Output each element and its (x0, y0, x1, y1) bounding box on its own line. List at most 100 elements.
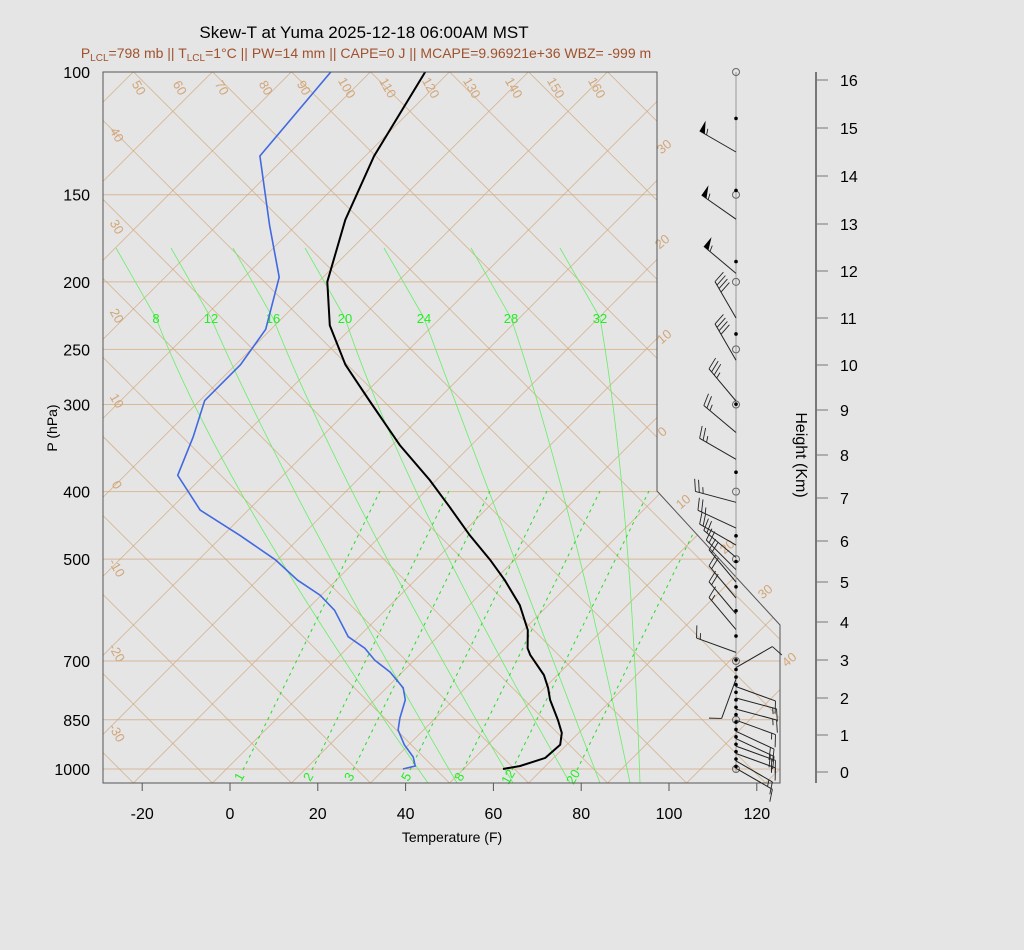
wind-barb-staff (735, 730, 775, 750)
moist-adiabat-line (304, 247, 571, 783)
wind-barb (705, 528, 737, 571)
isotherm-line (924, 63, 1024, 783)
height-tick-label: 16 (840, 73, 858, 90)
level-dot (734, 470, 738, 475)
isotherm-line (212, 72, 780, 783)
wind-barb-full (698, 479, 700, 493)
mixing-ratio-label: 12 (498, 767, 518, 787)
mandatory-level-circle (732, 277, 740, 286)
level-dot (734, 727, 738, 732)
mixing-ratio-label: 5 (398, 770, 415, 784)
moist-adiabat-line (232, 247, 514, 783)
moist-adiabat-label: 32 (593, 311, 607, 326)
pressure-tick-label: 500 (63, 552, 90, 569)
moist-adiabat-line (470, 247, 631, 783)
wind-barb-full (776, 708, 778, 722)
isoline-label-top: 80 (256, 78, 276, 98)
wind-barb (699, 120, 737, 153)
wind-barb-staff (695, 490, 737, 503)
wind-barb-staff (735, 738, 775, 757)
mixing-ratio-label: 20 (563, 767, 583, 787)
isotherm-line (103, 72, 380, 783)
level-dot (734, 749, 738, 754)
mixing-ratio-label: 2 (300, 770, 317, 784)
wind-barb (703, 393, 737, 433)
isoline-label-top: 70 (212, 78, 232, 98)
height-tick-label: 12 (840, 264, 858, 281)
level-dot (734, 667, 738, 672)
wind-barb (708, 357, 737, 402)
x-axis-label: Temperature (F) (402, 829, 502, 845)
wind-barb-staff (735, 646, 773, 669)
isoline-label-top: 100 (335, 75, 359, 101)
wind-barb-full (708, 357, 717, 370)
wind-barb (708, 678, 737, 719)
level-dot (734, 634, 738, 638)
moist-adiabat-line (559, 247, 641, 783)
background-grid (103, 63, 1024, 783)
temperature-tick-label: 100 (656, 806, 683, 823)
level-dot (734, 658, 738, 662)
moist-adiabat-line (170, 247, 458, 783)
mandatory-level-circle (732, 487, 740, 496)
wind-barb-half (716, 372, 721, 379)
isotherm-line (103, 72, 538, 783)
dry-adiabat-line (103, 72, 213, 783)
isotherm-line (103, 72, 696, 783)
mixing-ratio-label: 8 (451, 770, 468, 784)
wind-profile (694, 68, 783, 802)
temperature-tick-label: 0 (226, 806, 235, 823)
isotherm-line (291, 72, 780, 783)
isoline-label-top: 150 (544, 75, 568, 101)
dry-adiabat-line (282, 72, 780, 783)
level-dot (734, 757, 738, 761)
subtitle-p: P (81, 45, 90, 61)
mandatory-level-circle (732, 657, 740, 666)
wind-barb-staff (705, 539, 737, 571)
isoline-label-left: -30 (106, 721, 128, 745)
wind-barb-staff (699, 523, 737, 546)
height-tick-label: 15 (840, 121, 858, 138)
isotherm-line (1003, 63, 1024, 783)
wind-barb-half (706, 436, 709, 443)
pressure-tick-label: 850 (63, 713, 90, 730)
wind-barb-half (707, 193, 711, 200)
wind-barb-staff (697, 509, 737, 529)
wind-barb-full (708, 538, 717, 551)
wind-barb (699, 425, 737, 460)
isoline-label-right: 40 (779, 649, 800, 670)
dry-adiabat-line (361, 72, 780, 783)
isoline-label-top: 120 (419, 75, 443, 101)
wind-barb (708, 554, 737, 599)
wind-barb-staff (735, 767, 773, 790)
temperature-line (326, 72, 563, 770)
wind-barb-staff (708, 597, 737, 630)
level-dot (734, 559, 738, 564)
height-tick-label: 0 (840, 765, 849, 782)
wind-barb-full (718, 321, 728, 332)
subtitle-t-sub: LCL (187, 53, 206, 64)
y-axis-label: P (hPa) (44, 404, 60, 451)
wind-barb-full (706, 521, 712, 534)
isotherm-line (370, 72, 780, 783)
wind-barb-pennant (703, 237, 712, 251)
wind-barb-full (699, 511, 703, 525)
wind-barb-full (708, 554, 717, 567)
wind-barb-staff (735, 708, 777, 721)
wind-barb-full (711, 573, 719, 586)
dry-adiabat-line (103, 72, 371, 783)
wind-barb-full (699, 425, 703, 439)
wind-barb-staff (714, 281, 737, 319)
subtitle-p-sub: LCL (90, 53, 109, 64)
level-dot (734, 675, 738, 679)
wind-barb (735, 767, 773, 802)
wind-barb-staff (735, 760, 773, 783)
isoline-label-top: 50 (129, 78, 149, 98)
wind-barb-staff (721, 678, 737, 719)
pressure-tick-label: 100 (63, 65, 90, 82)
wind-barb (697, 497, 737, 529)
level-dot (734, 332, 738, 336)
mixing-ratio-line (409, 490, 548, 771)
pressure-tick-label: 700 (63, 654, 90, 671)
